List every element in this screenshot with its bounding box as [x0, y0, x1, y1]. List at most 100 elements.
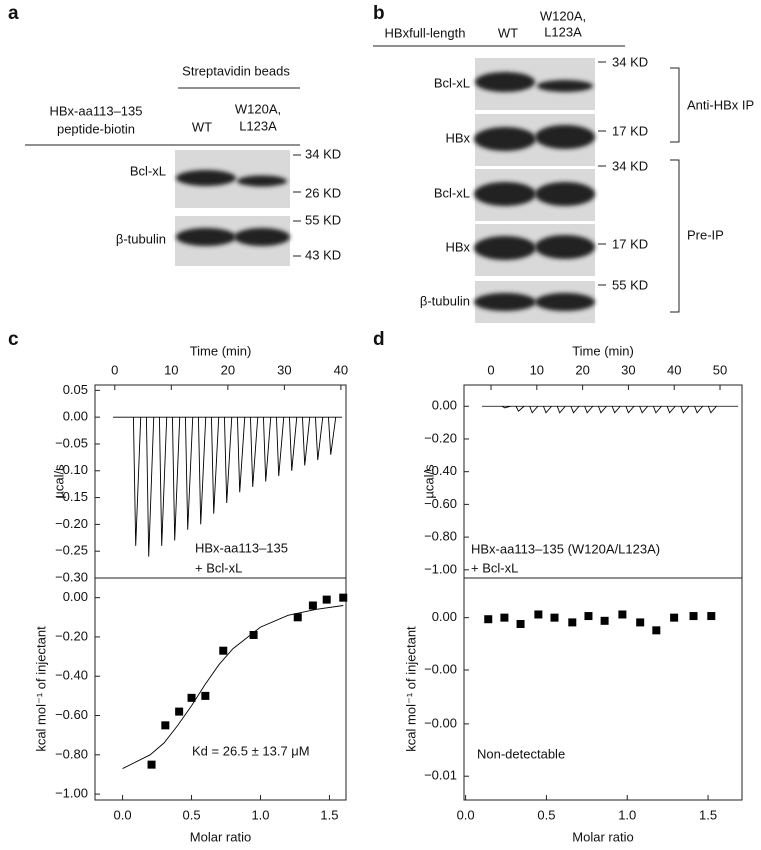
- sample-label: peptide-biotin: [57, 121, 135, 136]
- y-tick-label: −0.00: [424, 715, 457, 730]
- y-tick-label: −0.60: [424, 496, 457, 511]
- data-point: [308, 601, 317, 610]
- band: [176, 170, 236, 186]
- y-axis-label: µcal/s: [51, 464, 66, 499]
- x-tick-label: 0.5: [182, 807, 200, 822]
- panel-letter: c: [8, 329, 19, 350]
- injection-peak: [543, 405, 552, 414]
- data-point: [484, 615, 493, 624]
- injection-peak: [249, 417, 259, 487]
- bracket: [670, 67, 680, 143]
- plot-frame: [94, 577, 347, 801]
- data-point: [293, 613, 302, 622]
- data-point: [147, 760, 156, 769]
- band: [535, 182, 595, 206]
- marker-label: 34 KD: [612, 54, 648, 69]
- sample-label: HBx-aa113–135: [50, 103, 143, 118]
- x-axis-label: Molar ratio: [190, 829, 251, 844]
- x-tick-label: 20: [221, 362, 235, 377]
- y-axis-label: kcal mol⁻¹ of injectant: [33, 626, 48, 752]
- panel-letter: b: [373, 3, 385, 24]
- injection-peak: [501, 405, 511, 409]
- data-point: [322, 595, 331, 604]
- x-tick-label: 1.0: [618, 807, 636, 822]
- marker-label: 55 KD: [612, 277, 648, 292]
- y-tick-label: −0.80: [55, 746, 88, 761]
- marker-label: 43 KD: [305, 247, 341, 262]
- annotation: HBx-aa113–135: [195, 540, 288, 555]
- injection-peak: [262, 417, 272, 482]
- marker-label: 26 KD: [305, 185, 341, 200]
- data-point: [600, 616, 609, 625]
- row-label: Bcl-xL: [434, 185, 470, 200]
- annotation: Non-detectable: [477, 746, 565, 761]
- injection-peak: [288, 417, 298, 471]
- data-point: [689, 612, 698, 621]
- injection-peak: [328, 417, 337, 455]
- data-point: [516, 619, 525, 628]
- injection-peak: [611, 405, 621, 414]
- data-point: [670, 613, 679, 622]
- annotation: HBx-aa113–135 (W120A/L123A): [471, 541, 660, 556]
- x-tick-label: 30: [277, 362, 291, 377]
- injection-peak: [236, 417, 246, 493]
- data-point: [707, 612, 716, 621]
- panel-letter: a: [8, 3, 19, 24]
- x-tick-label: 1.5: [320, 807, 338, 822]
- x-tick-label: 1.5: [699, 807, 717, 822]
- y-tick-label: 0.00: [432, 609, 457, 624]
- injection-peak: [171, 417, 181, 541]
- injection-peak: [680, 405, 690, 414]
- panel-a: Streptavidin beads HBx-aa113–135 peptide…: [25, 63, 341, 266]
- lane-label: W120A,: [540, 8, 586, 23]
- data-point: [219, 646, 228, 655]
- plot-frame: [463, 577, 743, 801]
- band: [535, 235, 595, 259]
- injection-peak: [184, 417, 194, 530]
- marker-label: 17 KD: [612, 123, 648, 138]
- x-tick-label: 10: [530, 362, 544, 377]
- lane-label: L123A: [239, 118, 277, 133]
- lane-label: L123A: [544, 24, 582, 39]
- injection-peak: [315, 417, 324, 461]
- band: [474, 236, 536, 260]
- y-axis-label: kcal mol⁻¹ of injectant: [403, 626, 418, 752]
- x-tick-label: 10: [164, 362, 178, 377]
- x-tick-label: 0: [487, 362, 494, 377]
- band: [537, 80, 593, 92]
- y-tick-label: −0.60: [55, 707, 88, 722]
- marker-label: 34 KD: [305, 146, 341, 161]
- band: [234, 228, 290, 246]
- band: [535, 293, 595, 311]
- group-label: Pre-IP: [687, 227, 724, 242]
- header: Streptavidin beads: [182, 63, 290, 78]
- injection-peak: [529, 405, 539, 414]
- band: [474, 182, 536, 206]
- bracket: [670, 159, 680, 313]
- data-point: [636, 618, 645, 627]
- data-point: [618, 610, 627, 619]
- data-point: [568, 618, 577, 627]
- data-point: [584, 612, 593, 621]
- x-tick-label: 0.5: [537, 807, 555, 822]
- marker-label: 17 KD: [612, 236, 648, 251]
- fit-curve: [122, 605, 344, 769]
- y-tick-label: −0.25: [55, 543, 88, 558]
- y-tick-label: −0.40: [55, 668, 88, 683]
- y-tick-label: −0.05: [55, 435, 88, 450]
- band: [535, 125, 595, 149]
- data-point: [550, 613, 559, 622]
- x-tick-label: 0: [111, 362, 118, 377]
- lane-label: W120A,: [235, 101, 281, 116]
- injection-peak: [556, 405, 566, 414]
- injection-peak: [707, 405, 717, 414]
- x-axis-label: Time (min): [572, 343, 634, 358]
- injection-peak: [145, 417, 155, 557]
- row-label: β-tubulin: [116, 231, 166, 246]
- x-tick-label: 50: [713, 362, 727, 377]
- data-point: [339, 593, 348, 602]
- y-tick-label: −0.10: [55, 462, 88, 477]
- injection-peak: [694, 405, 704, 414]
- injection-peak: [275, 417, 285, 477]
